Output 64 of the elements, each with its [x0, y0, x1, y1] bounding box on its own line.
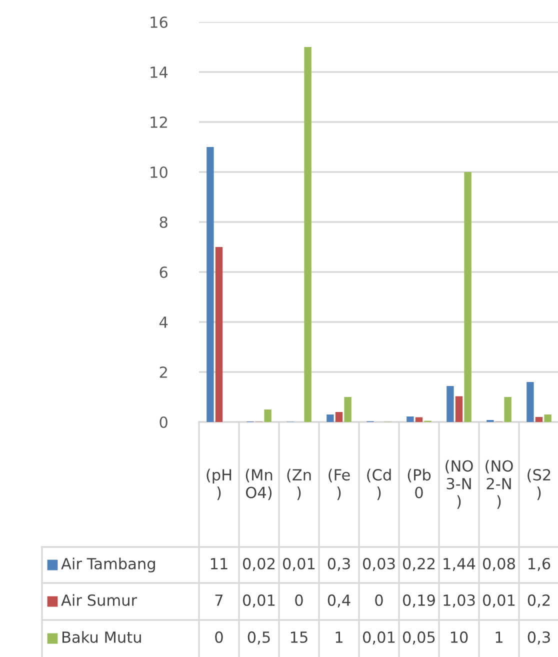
bar: [455, 396, 463, 422]
x-tick-label: (S2): [528, 468, 550, 500]
x-tick-label: (pH): [206, 468, 232, 500]
data-label: 0,02: [243, 558, 274, 571]
y-tick-label: 6: [160, 266, 168, 278]
y-tick-label: 16: [150, 16, 168, 28]
data-label: 0,4: [328, 594, 350, 608]
x-tick-label: (Pb0: [408, 468, 431, 498]
y-tick-label: 14: [150, 66, 168, 78]
bar: [406, 416, 414, 422]
data-label: 1: [496, 632, 502, 643]
data-label: 0,05: [403, 631, 435, 644]
data-label: 0,2: [528, 594, 550, 608]
bar: [344, 397, 352, 422]
data-label: 7: [215, 594, 223, 606]
y-tick-label: 8: [160, 216, 168, 228]
bar: [446, 386, 454, 422]
data-label: 0: [375, 594, 383, 606]
bar: [544, 414, 552, 422]
data-label: 0,22: [403, 558, 434, 571]
bar: [504, 397, 512, 422]
bar: [215, 247, 223, 422]
data-label: 0,03: [363, 558, 395, 571]
bar: [526, 382, 534, 422]
legend-label: Air Tambang: [61, 558, 155, 572]
data-label: 1,03: [444, 594, 475, 608]
x-tick-label: (Cd): [367, 468, 391, 500]
x-tick-label: (Zn): [287, 468, 311, 500]
y-tick-label: 4: [159, 316, 168, 328]
x-tick-label: (Fe): [328, 468, 350, 500]
data-label: 15: [290, 632, 308, 643]
y-tick-label: 2: [160, 366, 167, 378]
y-tick-label: 0: [160, 416, 168, 428]
data-label: 0,3: [328, 558, 350, 571]
y-tick-label: 12: [150, 116, 167, 128]
data-label: 1,44: [444, 558, 476, 571]
data-label: 11: [210, 558, 228, 570]
data-label: 0,3: [528, 631, 550, 644]
legend-label: Air Sumur: [61, 594, 138, 606]
data-label: 0,01: [363, 631, 395, 644]
data-label: 1,6: [528, 558, 550, 571]
y-tick-label: 10: [150, 166, 168, 178]
bar: [206, 147, 214, 422]
data-label: 10: [450, 631, 468, 643]
data-label: 0: [215, 631, 223, 643]
data-label: 1: [336, 632, 342, 643]
bar: [264, 410, 272, 422]
x-tick-label: (NO3-N): [446, 460, 473, 509]
bar: [326, 414, 334, 422]
data-label: 0,19: [403, 594, 435, 608]
data-label: 0,01: [283, 558, 315, 571]
data-label: 0,01: [483, 594, 515, 608]
x-tick-label: (MnO4): [246, 468, 272, 500]
data-label: 0,5: [248, 631, 270, 644]
data-label: 0: [295, 594, 303, 606]
bar: [415, 417, 423, 422]
legend-label: Baku Mutu: [62, 631, 141, 643]
data-label: 0,08: [483, 558, 515, 571]
bar: [335, 412, 343, 422]
bar: [535, 417, 543, 422]
data-label: 0,01: [243, 594, 275, 608]
x-tick-label: (NO2-N): [486, 460, 513, 509]
bar: [464, 172, 472, 422]
bar: [304, 47, 312, 422]
